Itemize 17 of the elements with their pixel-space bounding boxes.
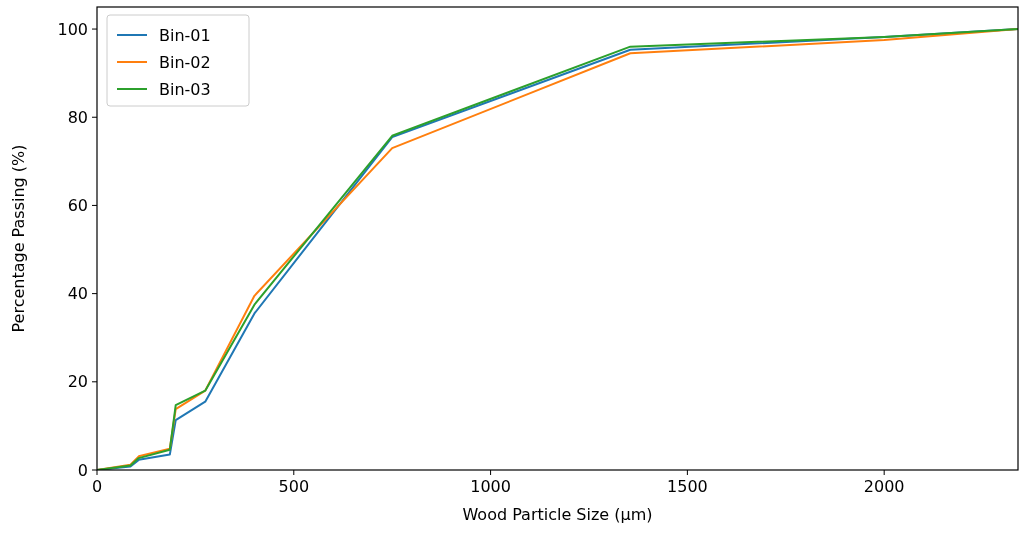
y-tick-label: 0 xyxy=(77,460,88,480)
line-series xyxy=(97,28,1018,470)
x-tick-label: 500 xyxy=(278,477,310,496)
legend-label: Bin-01 xyxy=(159,25,211,45)
y-tick-label: 100 xyxy=(57,19,88,39)
x-tick-label: 1500 xyxy=(667,477,708,496)
y-axis-title: Percentage Passing (%) xyxy=(9,144,28,333)
x-tick-label: 2000 xyxy=(863,477,905,496)
x-tick-label: 0 xyxy=(91,477,103,496)
x-axis-title: Wood Particle Size (µm) xyxy=(462,505,653,524)
legend-label: Bin-03 xyxy=(159,79,211,99)
y-tick-label: 20 xyxy=(67,372,88,392)
legend-label: Bin-02 xyxy=(159,52,211,72)
x-tick-label: 1000 xyxy=(470,477,511,496)
y-tick-label: 60 xyxy=(67,196,88,216)
y-tick-label: 80 xyxy=(67,107,88,127)
y-tick-label: 40 xyxy=(67,284,88,304)
